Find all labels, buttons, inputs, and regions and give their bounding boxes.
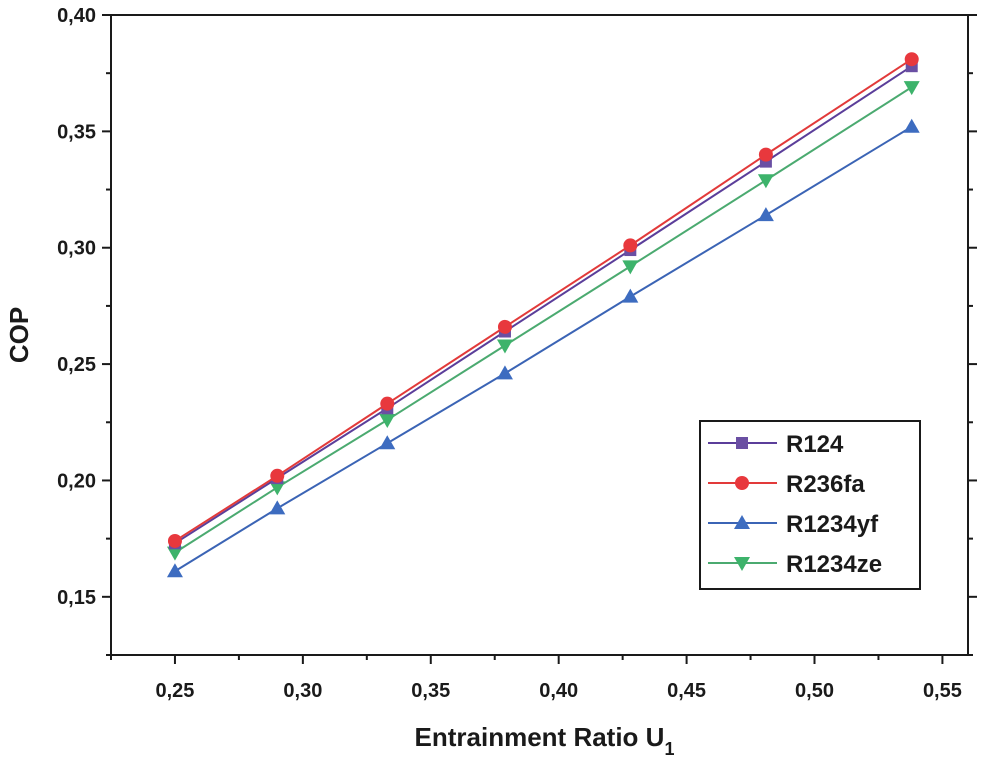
data-point-r1234yf [757, 207, 774, 222]
plot-area [110, 14, 969, 656]
data-point-r236fa [380, 396, 395, 411]
legend-item-r124: R124 [708, 431, 844, 458]
data-point-r1234yf [622, 288, 639, 303]
legend-item-r1234ze: R1234ze [708, 551, 882, 578]
y-axis: 0,15 0,20 0,25 0,30 0,35 0,40 [57, 5, 977, 656]
y-tick-label: 0,20 [57, 470, 96, 492]
x-axis-title: Entrainment Ratio U1 [415, 722, 675, 759]
series-layer [166, 52, 920, 578]
data-point-r1234ze [622, 260, 639, 275]
data-point-r236fa [904, 52, 919, 67]
legend-marker-circle [735, 476, 749, 490]
data-point-r1234yf [166, 563, 183, 578]
data-point-r1234yf [269, 500, 286, 515]
legend-label: R124 [786, 431, 844, 458]
x-axis-title-subscript: 1 [664, 739, 674, 759]
series-r1234ze [166, 81, 920, 561]
legend-item-r236fa: R236fa [708, 471, 865, 498]
y-tick-label: 0,40 [57, 5, 96, 27]
x-axis: 0,25 0,30 0,35 0,40 0,45 0,50 0,55 [110, 655, 962, 702]
x-tick-label: 0,40 [539, 680, 578, 702]
legend-label: R1234yf [786, 511, 879, 538]
x-tick-label: 0,30 [283, 680, 322, 702]
legend-label: R236fa [786, 471, 865, 498]
data-point-r1234ze [903, 81, 920, 96]
series-r236fa [167, 52, 919, 548]
data-point-r1234yf [496, 365, 513, 380]
data-point-r1234ze [757, 174, 774, 189]
legend-marker-square [736, 437, 748, 449]
x-tick-label: 0,45 [667, 680, 706, 702]
series-r1234yf [166, 118, 920, 578]
data-point-r1234ze [379, 413, 396, 428]
data-point-r1234yf [903, 118, 920, 133]
legend-marker-triangle-up [734, 515, 750, 529]
data-point-r1234ze [166, 546, 183, 561]
data-point-r236fa [167, 533, 182, 548]
data-point-r1234yf [379, 435, 396, 450]
y-tick-label: 0,25 [57, 354, 96, 376]
y-tick-label: 0,30 [57, 238, 96, 260]
x-tick-label: 0,25 [155, 680, 194, 702]
x-axis-title-text: Entrainment Ratio U [415, 722, 665, 752]
data-point-r236fa [497, 319, 512, 334]
y-axis-title: COP [4, 307, 34, 363]
legend-label: R1234ze [786, 551, 882, 578]
data-point-r1234ze [269, 481, 286, 496]
legend-marker-triangle-down [734, 557, 750, 571]
data-point-r1234ze [496, 339, 513, 354]
x-tick-label: 0,35 [411, 680, 450, 702]
data-point-r236fa [758, 147, 773, 162]
y-tick-label: 0,35 [57, 121, 96, 143]
y-tick-label: 0,15 [57, 587, 96, 609]
data-point-r236fa [623, 238, 638, 253]
x-tick-label: 0,55 [923, 680, 962, 702]
legend: R124 R236fa R1234yf R1234ze [699, 420, 921, 590]
legend-item-r1234yf: R1234yf [708, 511, 879, 538]
x-tick-label: 0,50 [795, 680, 834, 702]
data-point-r236fa [270, 468, 285, 483]
